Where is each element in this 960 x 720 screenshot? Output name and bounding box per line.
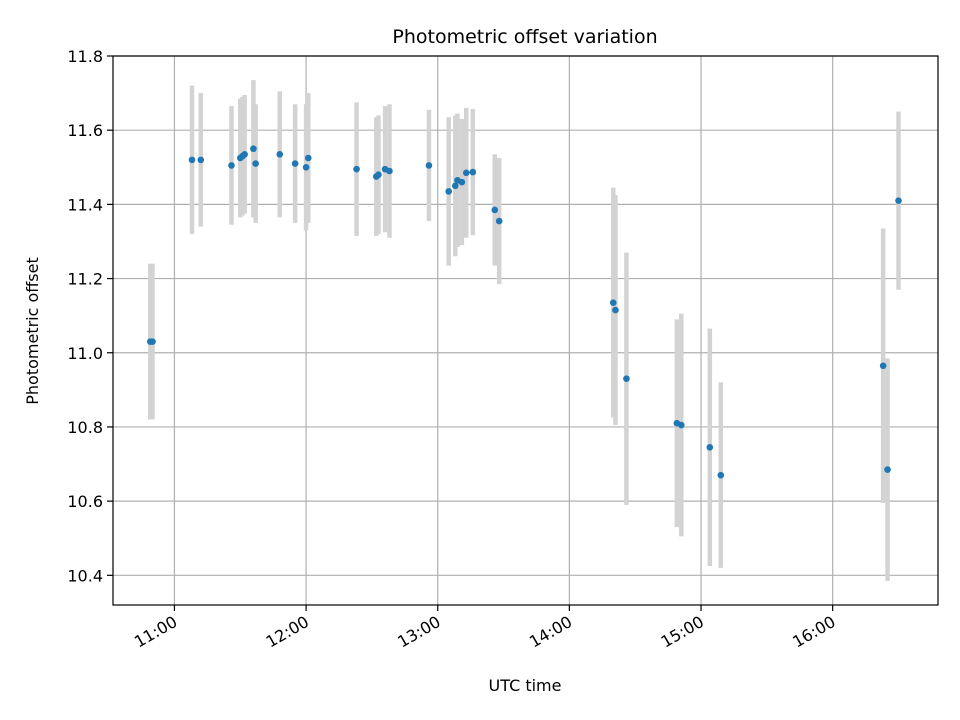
x-axis-label: UTC time [489,676,562,695]
data-point [612,306,619,314]
data-point [302,163,310,171]
chart-title: Photometric offset variation [392,26,657,48]
data-point [228,162,235,169]
data-point [197,156,205,164]
y-tick-label: 10.8 [67,418,103,437]
y-tick-label: 11.2 [67,270,103,289]
data-point [252,160,259,167]
data-point [386,167,393,175]
data-point [491,206,499,214]
data-point [495,217,503,225]
data-point [425,162,433,169]
y-tick-label: 10.6 [67,492,103,511]
data-point [451,182,459,190]
data-point [677,421,685,429]
data-point [241,151,248,158]
y-axis-label: Photometric offset [23,257,42,405]
data-point [291,160,299,167]
data-point [149,338,156,345]
y-tick-label: 11.4 [67,195,103,214]
data-point [884,466,891,473]
y-tick-label: 11.6 [67,121,103,140]
data-point [445,188,453,195]
data-point [609,299,617,306]
y-tick-label: 10.4 [67,566,103,585]
data-point [706,444,714,451]
data-point [458,178,466,186]
data-point [623,375,630,383]
data-point [717,471,725,479]
data-point [250,145,257,153]
data-point [879,362,887,370]
plot-frame [112,55,939,606]
data-point [462,169,470,177]
data-point [353,165,360,173]
data-point [304,154,312,162]
y-tick-label: 11.0 [67,344,103,363]
y-tick-label: 11.8 [67,47,103,66]
data-point [895,197,902,204]
data-point [188,156,196,164]
point-layer [147,145,902,479]
data-point [375,171,382,179]
data-point [276,151,284,158]
data-point [469,168,477,176]
